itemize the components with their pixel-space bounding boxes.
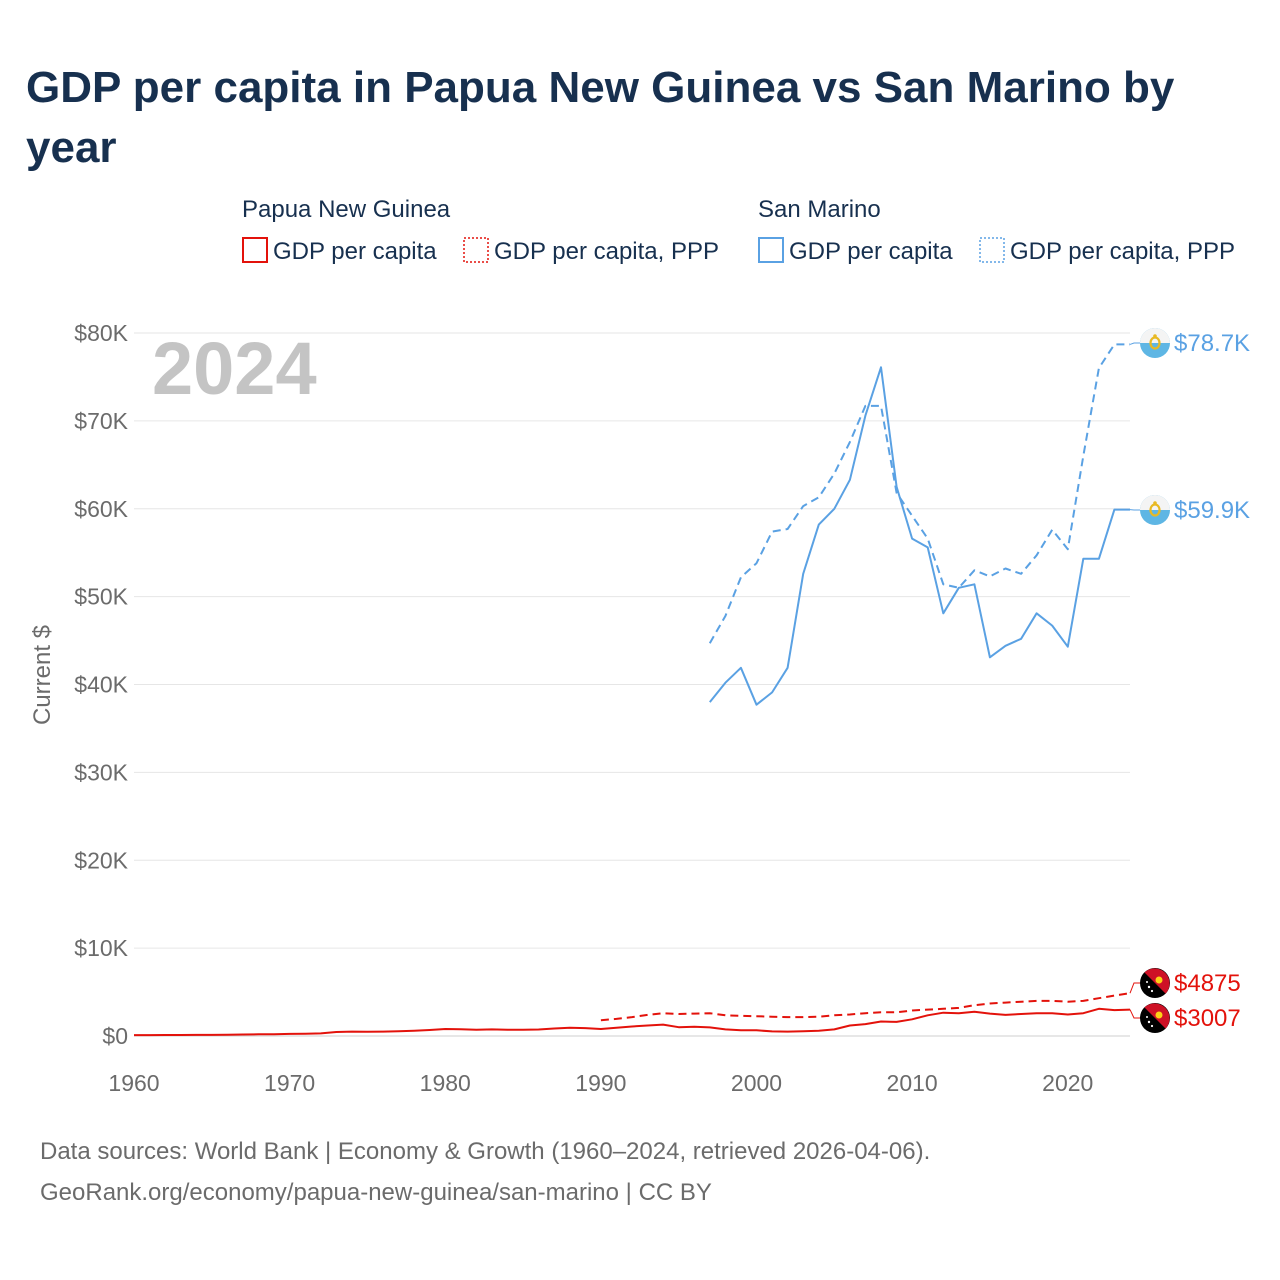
y-tick-label: $60K [74, 496, 128, 522]
legend-group-title: San Marino [758, 196, 881, 223]
y-tick-label: $10K [74, 935, 128, 961]
chart-title: GDP per capita in Papua New Guinea vs Sa… [26, 63, 1175, 172]
y-tick-label: $70K [74, 408, 128, 434]
y-tick-label: $0 [102, 1023, 128, 1049]
y-axis-label: Current $ [29, 625, 56, 725]
san-marino-flag-icon [1140, 495, 1170, 525]
papua-new-guinea-flag-icon [1140, 968, 1170, 998]
legend-swatch[interactable] [758, 237, 784, 263]
x-tick-label: 1970 [264, 1070, 315, 1096]
legend-entry-label[interactable]: GDP per capita [789, 238, 953, 265]
x-tick-label: 2000 [731, 1070, 782, 1096]
y-tick-label: $80K [74, 320, 128, 346]
legend-group-title: Papua New Guinea [242, 196, 451, 223]
end-value-label: $59.9K [1174, 497, 1250, 524]
san-marino-flag-icon [1140, 328, 1170, 358]
end-value-label: $3007 [1174, 1005, 1241, 1032]
legend-swatch[interactable] [242, 237, 268, 263]
x-tick-label: 1960 [108, 1070, 159, 1096]
legend-entry-label[interactable]: GDP per capita, PPP [1010, 238, 1235, 265]
y-tick-label: $20K [74, 847, 128, 873]
end-label-leader [1129, 1009, 1141, 1019]
end-value-label: $78.7K [1174, 330, 1250, 357]
source-line-2[interactable]: GeoRank.org/economy/papua-new-guinea/san… [40, 1179, 712, 1206]
source-line-1: Data sources: World Bank | Economy & Gro… [40, 1138, 931, 1165]
x-tick-label: 1990 [575, 1070, 626, 1096]
series-line[interactable] [708, 343, 1130, 644]
legend-swatch[interactable] [463, 237, 489, 263]
series-lines [134, 343, 1131, 1037]
legend-swatch[interactable] [979, 237, 1005, 263]
end-labels: $3007 $4875 $59.9K $78.7K [1129, 328, 1250, 1033]
x-tick-label: 1980 [420, 1070, 471, 1096]
grid-lines [134, 332, 1130, 1037]
legend-entry-label[interactable]: GDP per capita [273, 238, 437, 265]
axes: $0 $10K $20K $30K $40K $50K $60K $70K $80K 1960 19… [74, 320, 1093, 1096]
end-label-leader [1129, 342, 1141, 345]
legend: Papua New Guinea GDP per capita GDP per ca… [242, 196, 1235, 265]
y-tick-label: $50K [74, 584, 128, 610]
x-tick-label: 2020 [1042, 1070, 1093, 1096]
y-tick-label: $40K [74, 672, 128, 698]
year-watermark: 2024 [152, 327, 317, 410]
y-tick-label: $30K [74, 759, 128, 785]
series-line[interactable] [600, 992, 1131, 1022]
legend-entry-label[interactable]: GDP per capita, PPP [494, 238, 719, 265]
end-value-label: $4875 [1174, 970, 1241, 997]
end-label-leader [1129, 982, 1141, 994]
papua-new-guinea-flag-icon [1140, 1003, 1170, 1033]
series-line[interactable] [134, 1007, 1131, 1037]
series-line[interactable] [709, 366, 1130, 706]
x-tick-label: 2010 [887, 1070, 938, 1096]
